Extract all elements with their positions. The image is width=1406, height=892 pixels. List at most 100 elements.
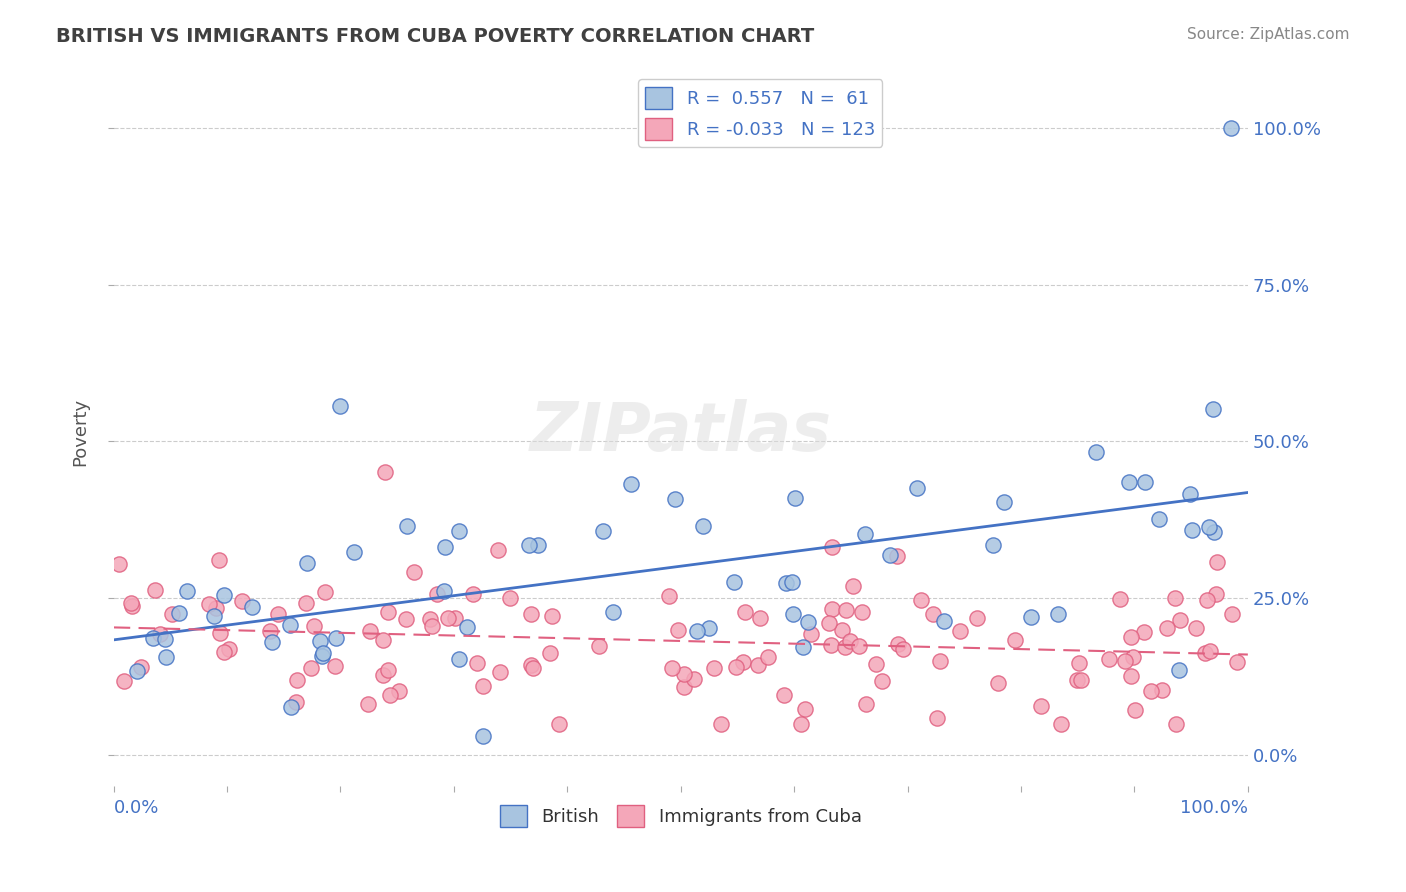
Point <box>672 681 695 695</box>
Point <box>519 607 541 622</box>
Point <box>886 549 908 563</box>
Point <box>467 657 489 671</box>
Point <box>686 624 709 638</box>
Point <box>993 494 1015 508</box>
Point <box>932 614 955 628</box>
Point <box>304 619 326 633</box>
Text: 100.0%: 100.0% <box>1180 799 1249 817</box>
Point <box>1066 673 1088 687</box>
Point <box>865 657 887 671</box>
Point <box>834 640 856 655</box>
Point <box>471 679 494 693</box>
Point <box>280 700 302 714</box>
Point <box>343 545 366 559</box>
Text: Source: ZipAtlas.com: Source: ZipAtlas.com <box>1187 27 1350 42</box>
Point <box>588 639 610 653</box>
Point <box>796 615 818 629</box>
Point <box>120 596 142 610</box>
Point <box>1202 525 1225 540</box>
Text: 0.0%: 0.0% <box>114 799 159 817</box>
Point <box>692 519 714 533</box>
Point <box>208 553 231 567</box>
Point <box>818 616 841 631</box>
Point <box>486 542 509 557</box>
Point <box>377 663 399 677</box>
Point <box>620 476 643 491</box>
Point <box>658 589 681 603</box>
Point <box>129 660 152 674</box>
Point <box>1133 475 1156 489</box>
Point <box>447 524 470 538</box>
Point <box>855 698 877 712</box>
Y-axis label: Poverty: Poverty <box>72 398 89 466</box>
Point <box>747 657 769 672</box>
Point <box>1164 716 1187 731</box>
Point <box>794 702 817 716</box>
Point <box>214 589 236 603</box>
Point <box>212 644 235 658</box>
Point <box>853 526 876 541</box>
Point <box>966 611 988 625</box>
Point <box>910 592 932 607</box>
Point <box>112 674 135 689</box>
Point <box>1029 698 1052 713</box>
Point <box>697 621 720 635</box>
Point <box>443 610 465 624</box>
Point <box>1194 646 1216 660</box>
Point <box>1168 613 1191 627</box>
Point <box>433 583 456 598</box>
Point <box>1147 512 1170 526</box>
Point <box>820 639 842 653</box>
Point <box>176 583 198 598</box>
Point <box>498 591 520 605</box>
Point <box>260 634 283 648</box>
Point <box>121 599 143 614</box>
Point <box>821 601 844 615</box>
Point <box>311 648 333 663</box>
Point <box>517 538 540 552</box>
Point <box>870 674 893 689</box>
Point <box>987 676 1010 690</box>
Point <box>703 661 725 675</box>
Point <box>395 612 418 626</box>
Point <box>527 538 550 552</box>
Point <box>723 575 745 590</box>
Point <box>285 673 308 687</box>
Point <box>169 606 191 620</box>
Point <box>851 605 873 619</box>
Point <box>314 585 336 599</box>
Point <box>1202 401 1225 416</box>
Point <box>1114 654 1136 668</box>
Point <box>388 684 411 698</box>
Point <box>772 689 794 703</box>
Point <box>922 607 945 621</box>
Point <box>1123 703 1146 717</box>
Point <box>471 729 494 743</box>
Point <box>1178 487 1201 501</box>
Point <box>1140 684 1163 698</box>
Point <box>1220 607 1243 622</box>
Point <box>1156 621 1178 635</box>
Point <box>1168 663 1191 677</box>
Point <box>981 537 1004 551</box>
Point <box>733 655 755 669</box>
Point <box>1121 630 1143 644</box>
Point <box>1195 592 1218 607</box>
Point <box>1121 669 1143 683</box>
Point <box>371 667 394 681</box>
Point <box>294 596 316 610</box>
Point <box>1205 587 1227 601</box>
Point <box>205 600 228 615</box>
Point <box>284 695 307 709</box>
Point <box>792 640 814 655</box>
Point <box>308 633 330 648</box>
Point <box>461 587 484 601</box>
Point <box>1122 650 1144 665</box>
Point <box>541 609 564 624</box>
Point <box>420 619 443 633</box>
Point <box>449 652 471 666</box>
Point <box>548 716 571 731</box>
Point <box>359 624 381 638</box>
Point <box>396 519 419 533</box>
Point <box>842 579 865 593</box>
